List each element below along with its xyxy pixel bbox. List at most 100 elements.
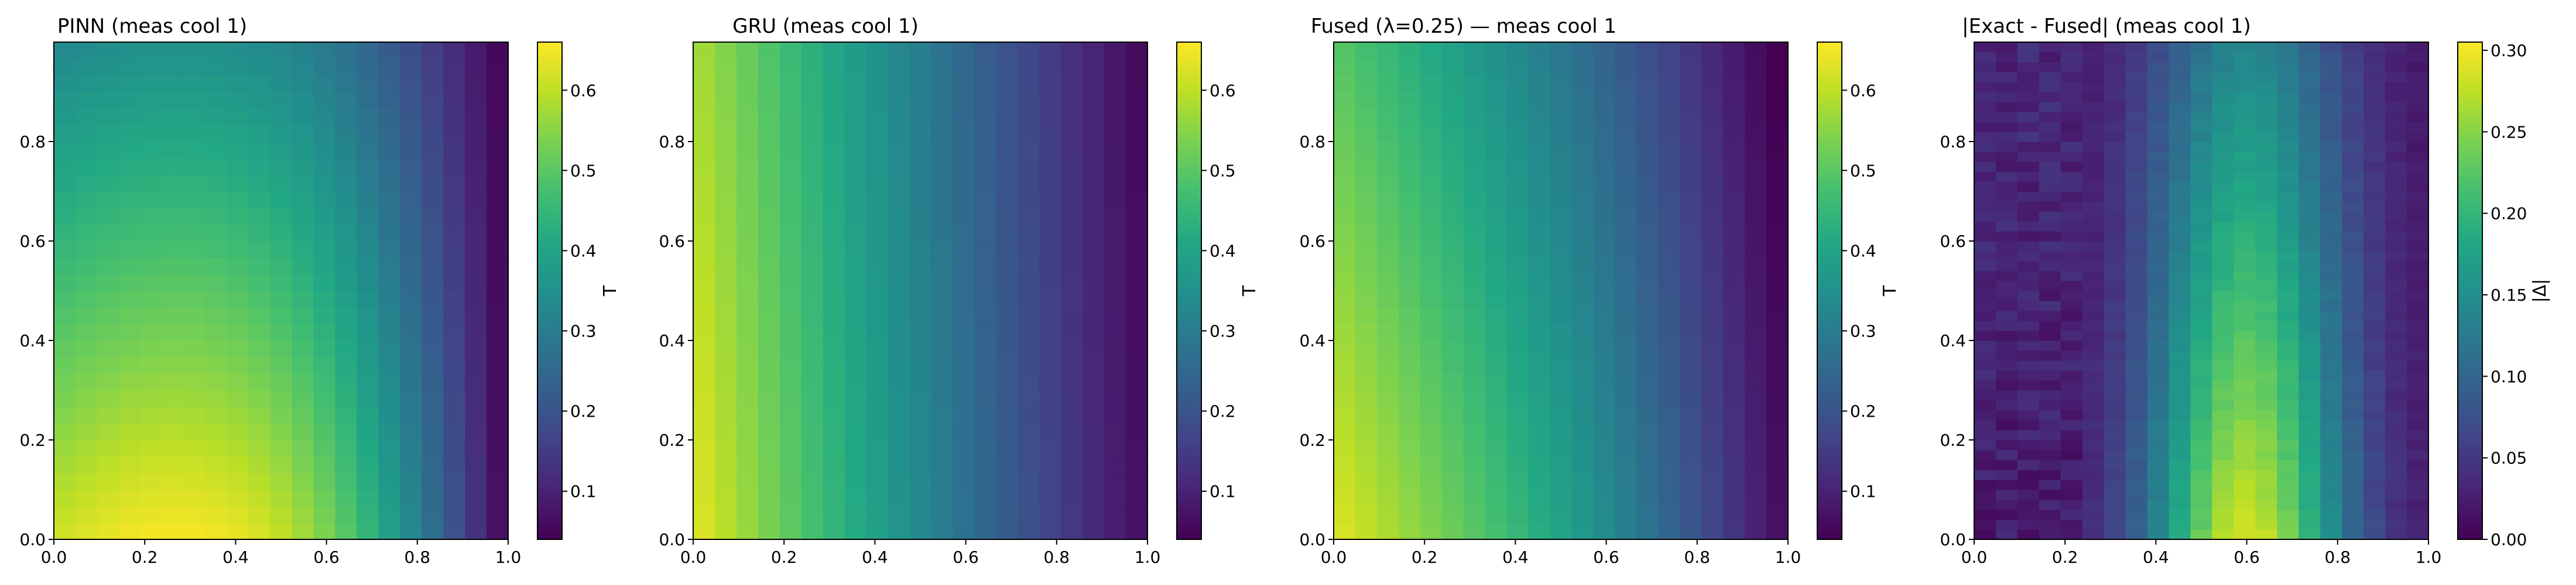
- heatmap-cell: [1104, 92, 1126, 109]
- heatmap-cell: [2104, 72, 2126, 82]
- heatmap-cell: [1506, 158, 1529, 176]
- heatmap-cell: [270, 291, 293, 308]
- heatmap-cell: [205, 75, 228, 92]
- heatmap-cell: [2082, 161, 2105, 172]
- heatmap-cell: [758, 208, 780, 225]
- x-tick-label: 0.2: [2052, 548, 2078, 567]
- heatmap-cell: [183, 42, 206, 59]
- heatmap-cell: [1506, 174, 1529, 192]
- heatmap-cell: [97, 522, 119, 540]
- heatmap-cell: [1550, 324, 1573, 341]
- heatmap-cell: [2039, 331, 2061, 341]
- heatmap-cell: [1745, 224, 1767, 242]
- heatmap-cell: [779, 274, 802, 291]
- heatmap-cell: [996, 490, 1018, 507]
- heatmap-cell: [974, 257, 996, 275]
- heatmap-cell: [1083, 473, 1105, 490]
- heatmap-cell: [2104, 122, 2126, 132]
- heatmap-cell: [1701, 174, 1724, 192]
- heatmap-cell: [2039, 470, 2061, 480]
- heatmap-cell: [2320, 152, 2342, 162]
- heatmap-cell: [2017, 142, 2040, 152]
- heatmap-cell: [2082, 251, 2105, 261]
- heatmap-cell: [1723, 522, 1745, 540]
- heatmap-cell: [1528, 340, 1551, 357]
- heatmap-cell: [2298, 191, 2321, 202]
- heatmap-cell: [2277, 350, 2299, 361]
- heatmap-cell: [1593, 142, 1615, 159]
- heatmap-cell: [2082, 510, 2105, 520]
- heatmap-cell: [2060, 171, 2083, 182]
- heatmap-cell: [866, 456, 889, 474]
- heatmap-cell: [2060, 470, 2083, 480]
- heatmap-cell: [1723, 490, 1745, 507]
- heatmap-cell: [2255, 331, 2277, 341]
- heatmap-cell: [2385, 490, 2407, 500]
- heatmap-cell: [1083, 274, 1105, 291]
- heatmap-cell: [2212, 132, 2235, 142]
- heatmap-cell: [2407, 251, 2429, 261]
- heatmap-cell: [2190, 301, 2213, 311]
- heatmap-cell: [2125, 450, 2148, 460]
- heatmap-cell: [54, 158, 76, 176]
- heatmap-cell: [1334, 473, 1356, 490]
- x-axis-ticks: 0.0 0.2 0.4 0.6 0.8 1.0: [680, 539, 1160, 567]
- heatmap-cell: [1061, 274, 1083, 291]
- heatmap-cell: [1745, 158, 1767, 176]
- heatmap-cell: [1441, 390, 1464, 407]
- colorbar: [1176, 42, 1202, 540]
- heatmap-cell: [1766, 324, 1789, 341]
- heatmap-cell: [1701, 142, 1724, 159]
- heatmap-cell: [1974, 340, 1996, 351]
- heatmap-cell: [2169, 62, 2191, 73]
- heatmap-cell: [162, 456, 184, 474]
- heatmap-cell: [1974, 231, 1996, 242]
- heatmap-cell: [465, 390, 487, 407]
- heatmap-cell: [227, 158, 249, 176]
- heatmap-cell: [227, 142, 249, 159]
- heatmap-cell: [2320, 420, 2342, 431]
- heatmap-cell: [1104, 473, 1126, 490]
- heatmap-cell: [1039, 291, 1061, 308]
- heatmap-cell: [97, 274, 119, 291]
- heatmap-cell: [844, 407, 867, 424]
- heatmap-cell: [335, 158, 357, 176]
- heatmap-cell: [1636, 490, 1659, 507]
- heatmap-cell: [443, 208, 465, 225]
- heatmap-cell: [2320, 161, 2342, 172]
- heatmap-cell: [2298, 82, 2321, 92]
- heatmap-cell: [2125, 142, 2148, 152]
- heatmap-cell: [1441, 456, 1464, 474]
- heatmap-cell: [1463, 324, 1486, 341]
- heatmap-cell: [2255, 390, 2277, 401]
- heatmap-cell: [2125, 430, 2148, 441]
- heatmap-cell: [1636, 440, 1659, 457]
- heatmap-cell: [736, 191, 759, 208]
- heatmap-cell: [931, 423, 954, 441]
- heatmap-cell: [2320, 281, 2342, 291]
- heatmap-cell: [1658, 158, 1680, 176]
- heatmap-cell: [1398, 191, 1421, 208]
- heatmap-cell: [2039, 500, 2061, 510]
- heatmap-cell: [996, 158, 1018, 176]
- heatmap-cell: [1723, 125, 1745, 142]
- heatmap-cell: [1420, 407, 1443, 424]
- heatmap-cell: [1506, 307, 1529, 325]
- heatmap-cell: [1766, 490, 1789, 507]
- heatmap-cell: [2212, 231, 2235, 242]
- heatmap-cell: [1039, 440, 1061, 457]
- heatmap-cell: [2234, 380, 2256, 391]
- heatmap-cell: [2169, 420, 2191, 431]
- heatmap-cell: [2277, 380, 2299, 391]
- y-tick-label: 0.2: [1299, 431, 1325, 450]
- heatmap-cell: [1104, 423, 1126, 441]
- heatmap-cell: [1441, 58, 1464, 76]
- heatmap-cell: [866, 274, 889, 291]
- heatmap-cell: [2060, 529, 2083, 540]
- heatmap-cell: [909, 142, 932, 159]
- heatmap-cell: [909, 75, 932, 92]
- heatmap-cell: [888, 58, 910, 76]
- heatmap-cell: [487, 373, 509, 391]
- heatmap-cell: [996, 357, 1018, 374]
- y-tick-label: 0.4: [1940, 331, 1966, 350]
